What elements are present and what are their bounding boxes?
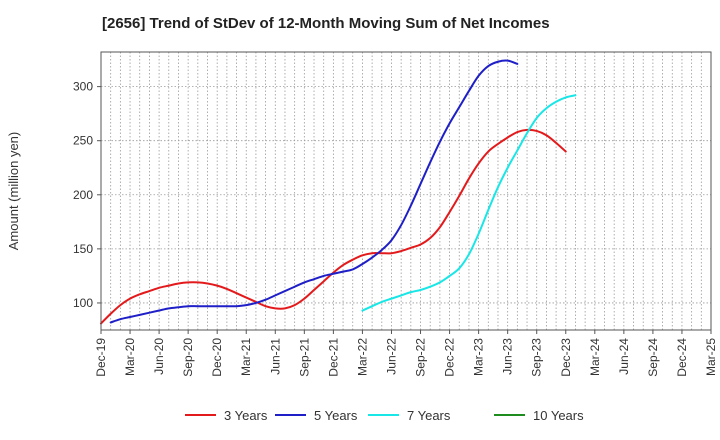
y-tick-label: 100 <box>73 296 93 310</box>
x-tick-label: Dec-20 <box>210 338 224 377</box>
x-tick-label: Sep-24 <box>646 338 660 377</box>
x-tick-label: Mar-24 <box>588 338 602 376</box>
x-tick-label: Dec-24 <box>675 338 689 377</box>
series-line-3-years <box>100 128 567 325</box>
x-tick-label: Sep-23 <box>530 338 544 377</box>
x-tick-label: Mar-20 <box>123 338 137 376</box>
x-tick-label: Jun-23 <box>501 338 515 375</box>
y-tick-label: 200 <box>73 188 93 202</box>
chart-title: [2656] Trend of StDev of 12-Month Moving… <box>102 15 550 32</box>
series-layer <box>100 59 577 325</box>
x-tick-label: Mar-21 <box>239 338 253 376</box>
y-tick-label: 250 <box>73 134 93 148</box>
x-tick-label: Mar-22 <box>355 338 369 376</box>
y-axis-label: Amount (million yen) <box>6 132 21 251</box>
series-line-7-years <box>361 94 577 312</box>
x-tick-label: Jun-21 <box>268 338 282 375</box>
x-tick-label: Sep-22 <box>414 338 428 377</box>
grid-layer <box>100 52 712 330</box>
plot-frame <box>100 51 712 331</box>
x-tick-label: Sep-20 <box>181 338 195 377</box>
x-tick-label: Dec-22 <box>443 338 457 377</box>
y-axis-ticks: 100 150 200 250 300 <box>73 80 101 310</box>
legend-label-3-years: 3 Years <box>224 408 268 423</box>
legend-label-10-years: 10 Years <box>533 408 584 423</box>
x-tick-label: Mar-25 <box>704 338 718 376</box>
x-tick-label: Dec-19 <box>94 338 108 377</box>
y-tick-label: 150 <box>73 242 93 256</box>
x-tick-label: Jun-22 <box>384 338 398 375</box>
x-tick-label: Sep-21 <box>297 338 311 377</box>
legend-label-7-years: 7 Years <box>407 408 451 423</box>
x-tick-label: Mar-23 <box>472 338 486 376</box>
legend-label-5-years: 5 Years <box>314 408 358 423</box>
x-axis-ticks: Dec-19 Mar-20 Jun-20 Sep-20 Dec-20 Mar-21 Jun-… <box>94 330 718 377</box>
legend: 3 Years 5 Years 7 Years 10 Years <box>185 408 584 423</box>
x-tick-label: Dec-23 <box>559 338 573 377</box>
x-tick-label: Jun-24 <box>617 338 631 375</box>
y-tick-label: 300 <box>73 80 93 94</box>
x-tick-label: Dec-21 <box>326 338 340 377</box>
series-line-5-years <box>109 59 519 324</box>
x-tick-label: Jun-20 <box>152 338 166 375</box>
